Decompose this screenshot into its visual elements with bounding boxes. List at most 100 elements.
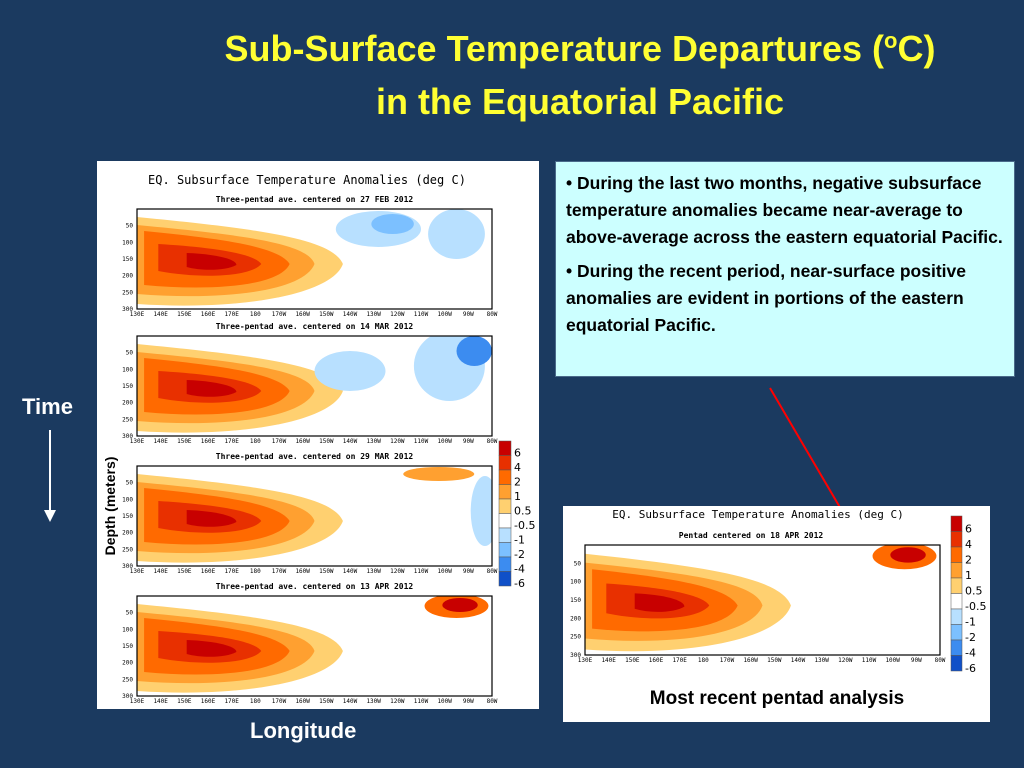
x-tick-label: 160E xyxy=(649,657,664,664)
legend-level-label: 1 xyxy=(514,490,521,503)
legend-level-label: 0.5 xyxy=(514,505,532,518)
x-tick-label: 150E xyxy=(625,657,640,664)
y-tick-label: 150 xyxy=(122,513,133,520)
panel-subtitle: Three-pentad ave. centered on 27 FEB 201… xyxy=(216,195,414,204)
anomaly-region-6 xyxy=(634,593,685,612)
y-tick-label: 100 xyxy=(570,579,581,586)
legend-swatch xyxy=(950,515,963,532)
x-tick-label: 90W xyxy=(463,698,474,705)
panel-subtitle: Three-pentad ave. centered on 13 APR 201… xyxy=(216,582,414,591)
legend-swatch xyxy=(498,571,512,587)
heatmap-field xyxy=(585,545,940,655)
x-tick-label: 90W xyxy=(463,568,474,575)
panel-frame xyxy=(136,208,493,310)
anomaly-region-neg2 xyxy=(371,214,414,234)
recent-chart-subtitle: Pentad centered on 18 APR 2012 xyxy=(679,531,824,540)
heatmap-field xyxy=(137,596,492,696)
heatmap-field xyxy=(137,466,492,566)
x-tick-label: 110W xyxy=(862,657,877,664)
panel-frame xyxy=(136,595,493,697)
bullet-2: • During the recent period, near-surface… xyxy=(566,261,966,335)
x-tick-label: 140E xyxy=(153,568,168,575)
x-tick-label: 150E xyxy=(177,438,192,445)
x-tick-label: 160E xyxy=(201,438,216,445)
x-tick-label: 80W xyxy=(487,438,498,445)
y-tick-label: 250 xyxy=(122,289,133,296)
title-line-1: Sub-Surface Temperature Departures (oC) xyxy=(150,14,1010,75)
y-tick-label: 250 xyxy=(122,416,133,423)
x-tick-label: 90W xyxy=(911,657,922,664)
y-tick-label: 50 xyxy=(126,480,134,487)
x-tick-label: 160E xyxy=(201,568,216,575)
panel-frame xyxy=(584,544,941,656)
y-tick-label: 300 xyxy=(122,306,133,313)
legend-swatch xyxy=(950,608,963,625)
x-tick-label: 180 xyxy=(698,657,709,664)
recent-caption: Most recent pentad analysis xyxy=(649,688,905,709)
legend-level-label: -0.5 xyxy=(514,519,535,532)
x-tick-label: 130W xyxy=(366,438,381,445)
y-tick-label: 200 xyxy=(122,660,133,667)
x-tick-label: 140W xyxy=(343,698,358,705)
x-tick-label: 150W xyxy=(319,311,334,318)
x-tick-label: 140E xyxy=(153,698,168,705)
y-tick-label: 150 xyxy=(122,256,133,263)
x-tick-label: 110W xyxy=(414,568,429,575)
x-tick-label: 180 xyxy=(250,438,261,445)
x-tick-label: 80W xyxy=(487,311,498,318)
x-tick-label: 140W xyxy=(343,568,358,575)
title-text: Sub-Surface Temperature Departures ( xyxy=(224,28,885,69)
x-tick-label: 80W xyxy=(487,698,498,705)
panel-subtitle: Three-pentad ave. centered on 29 MAR 201… xyxy=(216,452,414,461)
y-tick-label: 100 xyxy=(122,239,133,246)
legend-level-label: 4 xyxy=(965,538,972,551)
legend-level-label: -1 xyxy=(514,534,525,547)
x-tick-label: 100W xyxy=(437,698,452,705)
heatmap-field xyxy=(137,336,492,436)
time-down-arrow-icon xyxy=(44,430,56,522)
title-degree-sup: o xyxy=(884,28,898,53)
legend-level-label: -0.5 xyxy=(965,600,986,613)
y-tick-label: 300 xyxy=(122,563,133,570)
x-tick-label: 160W xyxy=(295,568,310,575)
legend-swatch xyxy=(950,531,963,548)
y-tick-label: 300 xyxy=(122,433,133,440)
legend-level-label: -4 xyxy=(965,647,976,660)
x-tick-label: 130E xyxy=(130,568,145,575)
y-tick-label: 200 xyxy=(122,273,133,280)
x-tick-label: 120W xyxy=(390,311,405,318)
x-tick-label: 100W xyxy=(885,657,900,664)
title-line-2: in the Equatorial Pacific xyxy=(375,81,785,122)
x-tick-label: 100W xyxy=(437,311,452,318)
legend-level-label: -2 xyxy=(965,631,976,644)
legend-level-label: 2 xyxy=(965,554,972,567)
anomaly-region-1 xyxy=(403,467,475,481)
x-tick-label: 120W xyxy=(390,698,405,705)
legend-level-label: -6 xyxy=(965,662,976,675)
panel-subtitle: Three-pentad ave. centered on 14 MAR 201… xyxy=(216,322,414,331)
legend-swatch xyxy=(950,593,963,610)
x-tick-label: 130W xyxy=(814,657,829,664)
legend-swatch xyxy=(950,546,963,563)
x-tick-label: 140E xyxy=(601,657,616,664)
recent-chart-title: EQ. Subsurface Temperature Anomalies (de… xyxy=(612,508,903,521)
anomaly-region-neg4 xyxy=(456,336,492,366)
anomaly-region-6 xyxy=(186,253,237,270)
legend-level-label: -1 xyxy=(965,616,976,629)
legend-swatch xyxy=(950,624,963,641)
anomaly-region-6 xyxy=(186,510,237,527)
x-tick-label: 170W xyxy=(720,657,735,664)
y-tick-label: 300 xyxy=(122,693,133,700)
x-tick-label: 160W xyxy=(743,657,758,664)
depth-axis-label: Depth (meters) xyxy=(102,457,118,556)
title-text-end: C) xyxy=(897,28,936,69)
x-tick-label: 140E xyxy=(153,311,168,318)
time-label: Time xyxy=(22,394,73,419)
x-tick-label: 150E xyxy=(177,568,192,575)
anomaly-region-6 xyxy=(186,640,237,657)
x-tick-label: 100W xyxy=(437,438,452,445)
slide-title: Sub-Surface Temperature Departures (oC) … xyxy=(150,14,1010,128)
y-tick-label: 150 xyxy=(122,643,133,650)
y-tick-label: 100 xyxy=(122,496,133,503)
recent-chart-svg: EQ. Subsurface Temperature Anomalies (de… xyxy=(570,508,986,675)
